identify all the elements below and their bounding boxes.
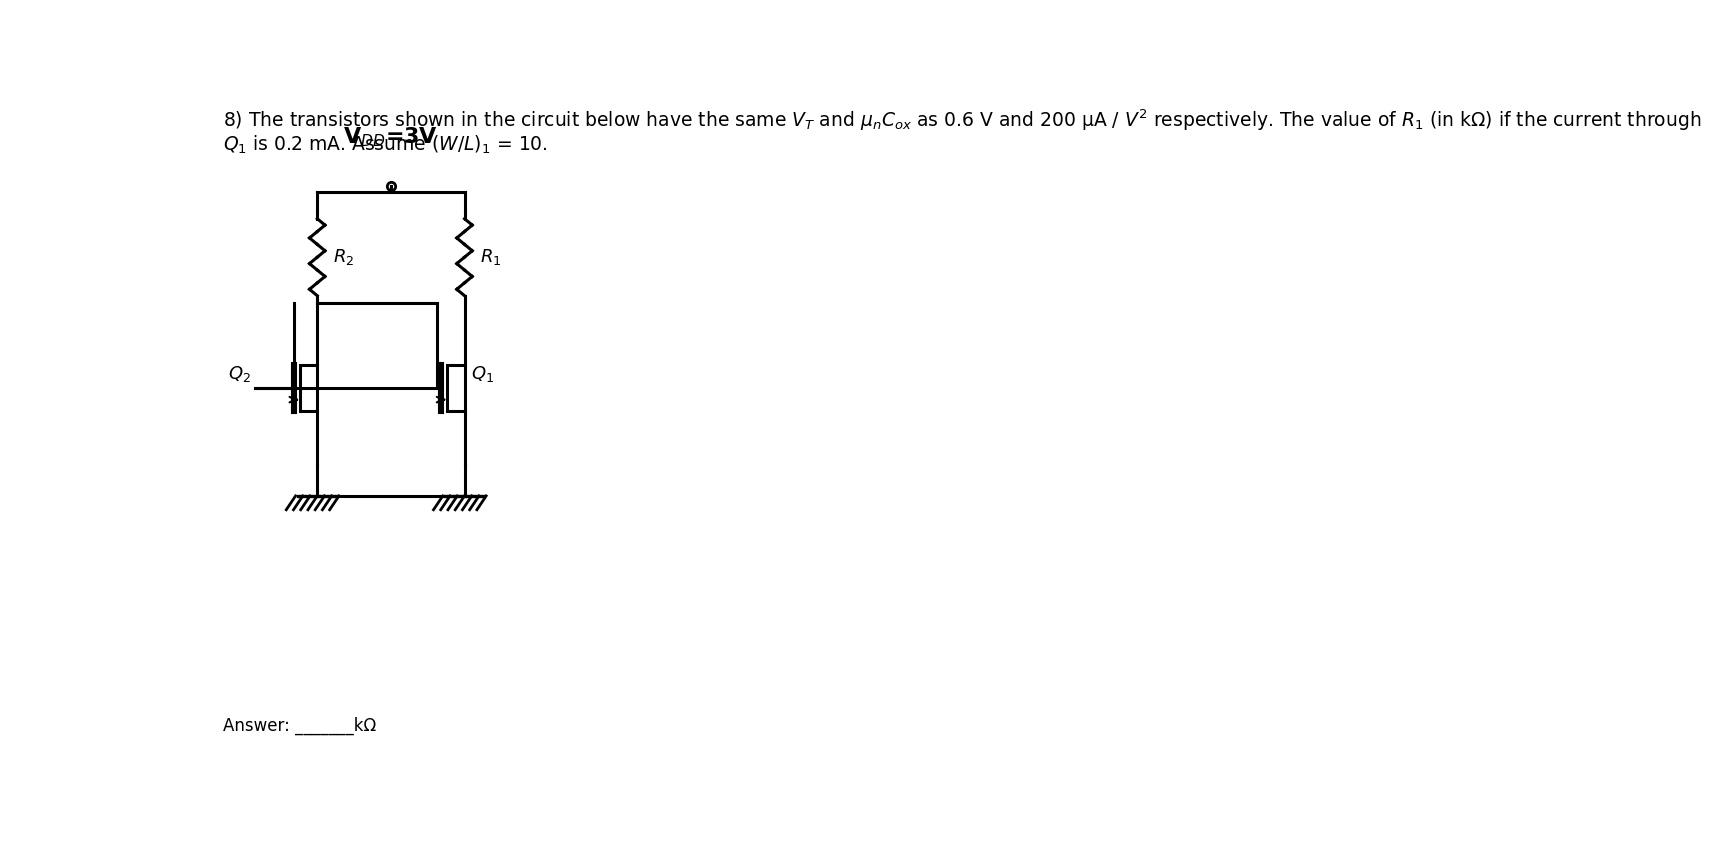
Text: 8) The transistors shown in the circuit below have the same $V_T$ and $\mu_nC_{o: 8) The transistors shown in the circuit … <box>223 107 1701 132</box>
Text: $Q_1$: $Q_1$ <box>471 365 494 384</box>
Text: V$_{DD}$=3V: V$_{DD}$=3V <box>343 126 438 150</box>
Text: $Q_2$: $Q_2$ <box>229 365 251 384</box>
Text: $Q_1$ is 0.2 mA. Assume $(W/L)_1$ = 10.: $Q_1$ is 0.2 mA. Assume $(W/L)_1$ = 10. <box>223 134 547 157</box>
Text: $R_1$: $R_1$ <box>480 247 501 267</box>
Text: Answer: _______kΩ: Answer: _______kΩ <box>223 716 376 734</box>
Text: $R_2$: $R_2$ <box>333 247 353 267</box>
